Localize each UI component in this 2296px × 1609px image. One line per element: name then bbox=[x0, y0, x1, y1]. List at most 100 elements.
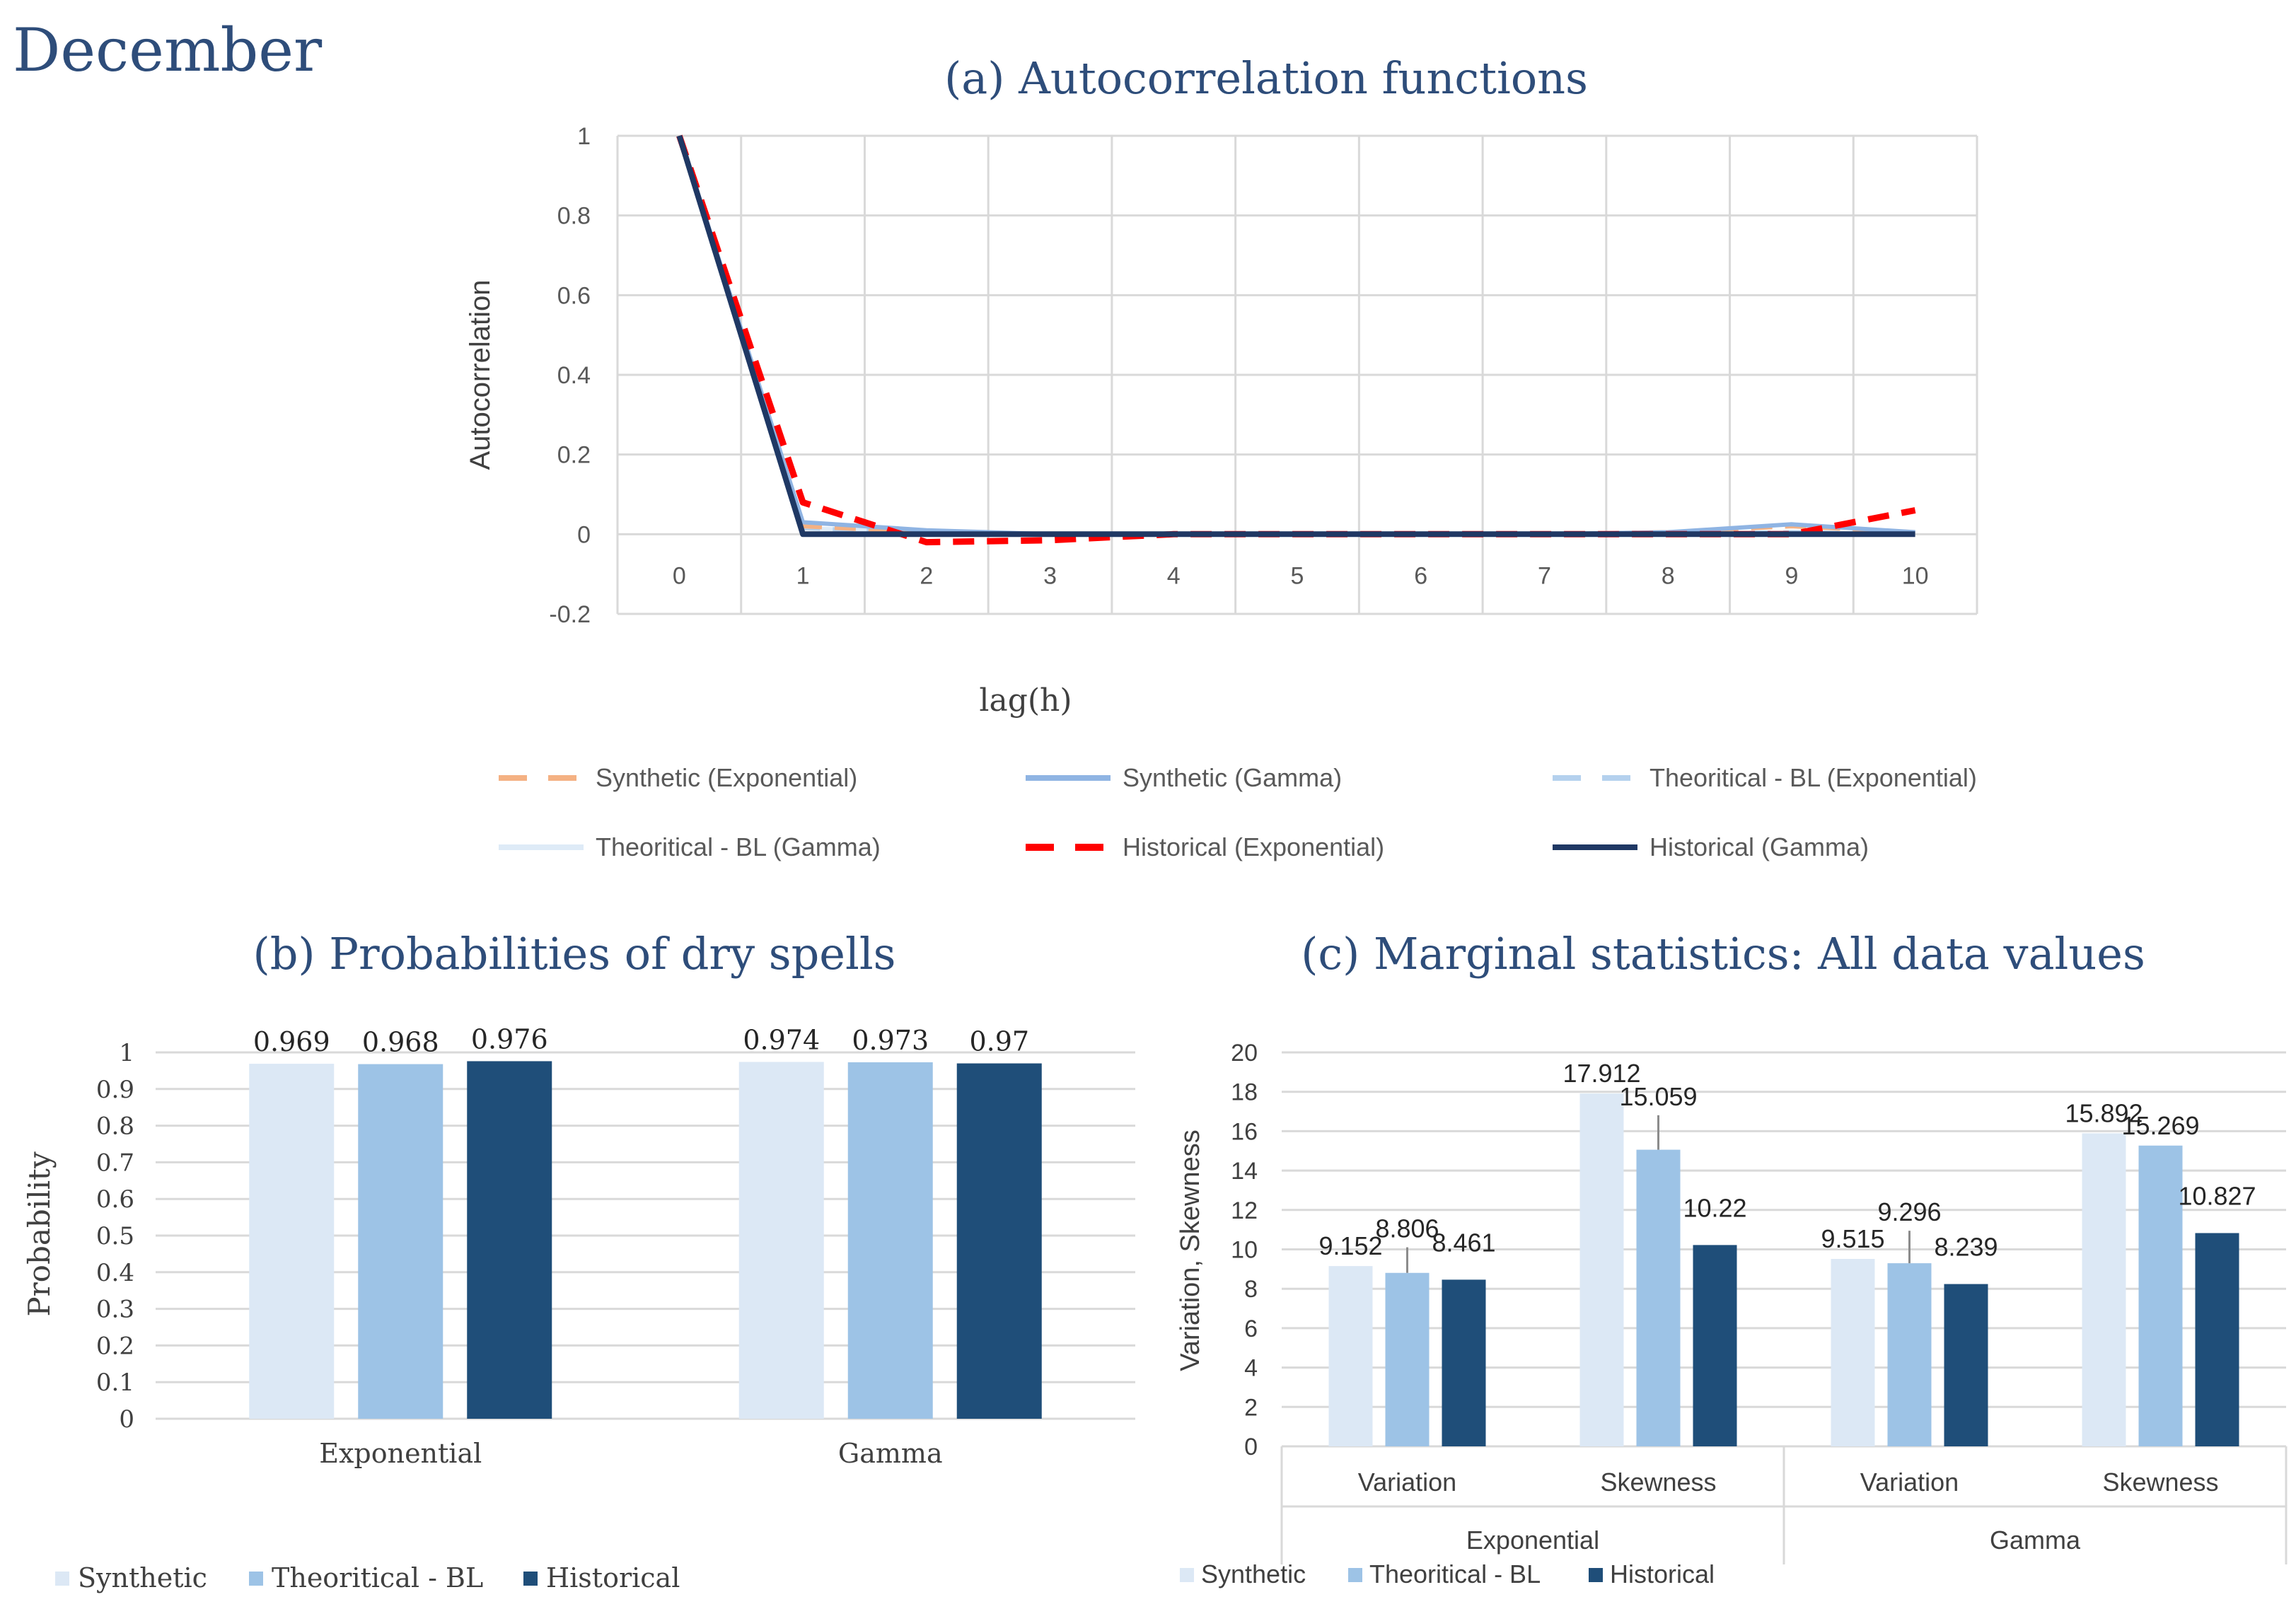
chart-c-data-label: 9.296 bbox=[1877, 1197, 1941, 1226]
chart-b-legend-label: Historical bbox=[546, 1562, 680, 1593]
chart-c-ytick-label: 14 bbox=[1231, 1158, 1258, 1185]
chart-b-ytick-label: 0.8 bbox=[96, 1113, 134, 1141]
chart-c-title: (c) Marginal statistics: All data values bbox=[1301, 928, 2145, 980]
chart-c-data-label: 10.22 bbox=[1683, 1193, 1746, 1222]
chart-c-legend-swatch bbox=[1348, 1568, 1362, 1582]
chart-c-bar bbox=[1831, 1259, 1875, 1446]
chart-b-bar bbox=[467, 1061, 552, 1419]
chart-a-ytick-label: 0 bbox=[577, 521, 591, 548]
chart-a-xlabel: lag(h) bbox=[979, 682, 1072, 719]
chart-c-bar bbox=[2138, 1145, 2183, 1446]
chart-b-ytick-label: 0.7 bbox=[96, 1149, 134, 1177]
chart-a-xtick-label: 1 bbox=[796, 562, 810, 589]
chart-a-legend-label: Synthetic (Exponential) bbox=[596, 763, 857, 792]
chart-c-legend-label: Historical bbox=[1610, 1559, 1715, 1588]
chart-a-ytick-label: 0.2 bbox=[557, 442, 591, 469]
chart-c-ylabel: Variation, Skewness bbox=[1176, 1129, 1205, 1371]
chart-c-ytick-label: 20 bbox=[1231, 1040, 1258, 1067]
chart-a-xtick-label: 2 bbox=[920, 562, 933, 589]
chart-c-bar bbox=[1579, 1093, 1624, 1446]
chart-b-title: (b) Probabilities of dry spells bbox=[253, 928, 896, 980]
chart-b-ylabel: Probability bbox=[22, 1151, 57, 1317]
chart-b-legend-label: Theoritical - BL bbox=[272, 1562, 483, 1593]
chart-c-data-label: 8.461 bbox=[1432, 1228, 1495, 1257]
chart-a-xtick-label: 4 bbox=[1167, 562, 1181, 589]
chart-a-xtick-label: 5 bbox=[1291, 562, 1304, 589]
chart-b-ytick-label: 0.4 bbox=[96, 1259, 134, 1287]
chart-c-ytick-label: 6 bbox=[1244, 1315, 1258, 1342]
chart-b-ytick-label: 0.2 bbox=[96, 1332, 134, 1360]
chart-b-ytick-label: 0.5 bbox=[96, 1222, 134, 1250]
chart-c-legend-label: Theoritical - BL bbox=[1369, 1559, 1541, 1588]
chart-a-series-line bbox=[676, 134, 1915, 538]
chart-c-ytick-label: 0 bbox=[1244, 1434, 1258, 1460]
chart-b-legend-swatch bbox=[523, 1572, 538, 1586]
chart-c-ytick-label: 8 bbox=[1244, 1276, 1258, 1303]
chart-a-xtick-label: 7 bbox=[1538, 562, 1551, 589]
page-title: December bbox=[13, 16, 323, 85]
chart-c-ytick-label: 12 bbox=[1231, 1197, 1258, 1224]
chart-c-category-label: Variation bbox=[1860, 1468, 1959, 1497]
chart-b-ytick-label: 1 bbox=[119, 1039, 134, 1067]
chart-c-legend-swatch bbox=[1180, 1568, 1194, 1582]
chart-a-ytick-label: 0.4 bbox=[557, 362, 591, 389]
chart-b-ytick-label: 0.6 bbox=[96, 1185, 134, 1214]
chart-b-category-label: Gamma bbox=[838, 1438, 943, 1469]
chart-c-category-label: Variation bbox=[1358, 1468, 1456, 1497]
chart-c-category-label: Skewness bbox=[2102, 1468, 2218, 1497]
chart-a-xtick-label: 10 bbox=[1902, 562, 1929, 589]
chart-a-ytick-label: -0.2 bbox=[549, 601, 591, 628]
chart-b-category-label: Exponential bbox=[319, 1438, 482, 1469]
chart-c-bar bbox=[1442, 1279, 1486, 1446]
chart-c-bar bbox=[1693, 1245, 1737, 1446]
chart-c-ytick-label: 16 bbox=[1231, 1118, 1258, 1145]
chart-b-data-label: 0.969 bbox=[253, 1026, 330, 1057]
chart-c-data-label: 8.806 bbox=[1375, 1214, 1439, 1243]
chart-a-xtick-label: 6 bbox=[1414, 562, 1427, 589]
chart-a-series-line bbox=[677, 135, 1915, 537]
chart-c-group-label: Gamma bbox=[1990, 1526, 2081, 1555]
chart-c-data-label: 15.892 bbox=[2065, 1098, 2143, 1127]
chart-c-legend-swatch bbox=[1589, 1568, 1603, 1582]
chart-b-ytick-label: 0 bbox=[119, 1405, 134, 1434]
chart-b-bar bbox=[847, 1062, 933, 1419]
chart-a-xtick-label: 9 bbox=[1785, 562, 1798, 589]
chart-b-data-label: 0.973 bbox=[852, 1025, 929, 1056]
chart-b-data-label: 0.97 bbox=[969, 1026, 1029, 1057]
chart-b-data-label: 0.968 bbox=[362, 1027, 439, 1058]
chart-b-legend-swatch bbox=[55, 1572, 69, 1586]
chart-c-bar bbox=[1328, 1266, 1373, 1446]
chart-b-ytick-label: 0.1 bbox=[96, 1369, 134, 1397]
chart-a-legend-label: Theoritical - BL (Exponential) bbox=[1649, 763, 1977, 792]
chart-a-legend-label: Synthetic (Gamma) bbox=[1123, 763, 1342, 792]
chart-c-data-label: 15.269 bbox=[2121, 1111, 2199, 1140]
chart-c-data-label: 10.827 bbox=[2178, 1181, 2256, 1210]
chart-a-xtick-label: 0 bbox=[673, 562, 686, 589]
chart-c-ytick-label: 10 bbox=[1231, 1237, 1258, 1264]
chart-c-group-label: Exponential bbox=[1466, 1526, 1599, 1555]
chart-c-bar bbox=[1887, 1263, 1932, 1446]
chart-a-xtick-label: 3 bbox=[1043, 562, 1057, 589]
chart-a-legend-label: Theoritical - BL (Gamma) bbox=[596, 832, 881, 861]
chart-b-bar bbox=[358, 1064, 443, 1419]
chart-b-ytick-label: 0.3 bbox=[96, 1296, 134, 1324]
chart-b-data-label: 0.976 bbox=[471, 1023, 548, 1055]
chart-c-ytick-label: 2 bbox=[1244, 1394, 1258, 1421]
chart-c-bar bbox=[1385, 1272, 1430, 1446]
chart-c-bar bbox=[1636, 1149, 1681, 1446]
chart-c-data-label: 17.912 bbox=[1562, 1059, 1640, 1088]
marginal-statistics-chart: (c) Marginal statistics: All data values… bbox=[1176, 928, 2288, 1588]
chart-a-ytick-label: 0.8 bbox=[557, 203, 591, 230]
chart-c-legend-label: Synthetic bbox=[1201, 1559, 1306, 1588]
chart-c-data-label: 9.152 bbox=[1318, 1231, 1382, 1260]
chart-c-data-label: 9.515 bbox=[1821, 1224, 1884, 1253]
chart-a-xtick-label: 8 bbox=[1662, 562, 1675, 589]
chart-c-bar bbox=[1944, 1284, 1988, 1446]
chart-c-bar bbox=[2082, 1133, 2126, 1446]
chart-b-bar bbox=[249, 1064, 335, 1419]
chart-b-data-label: 0.974 bbox=[743, 1024, 820, 1055]
dry-spell-probability-chart: (b) Probabilities of dry spells 1 0.9 0.8 0.… bbox=[22, 928, 1135, 1593]
chart-a-ytick-label: 1 bbox=[577, 123, 591, 150]
chart-a-legend-label: Historical (Gamma) bbox=[1649, 832, 1869, 861]
